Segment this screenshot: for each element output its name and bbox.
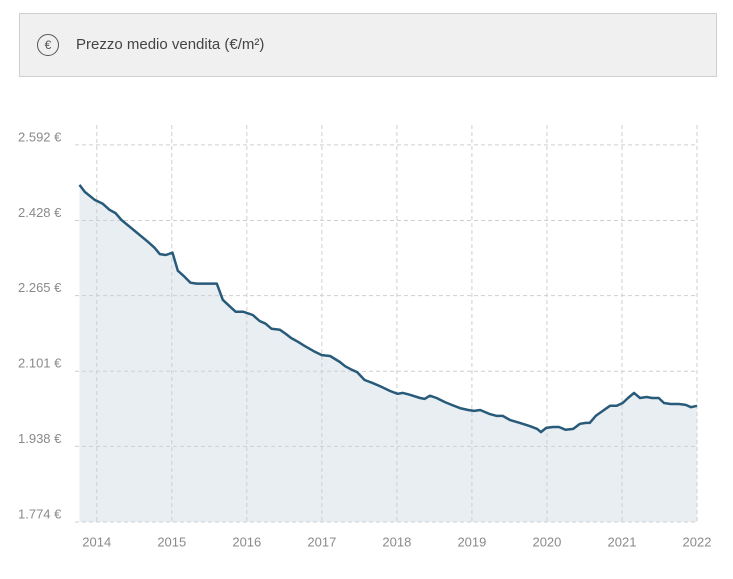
y-tick-label: 2.265 €	[18, 280, 62, 295]
y-tick-label: 1.938 €	[18, 431, 62, 446]
chart-title: Prezzo medio vendita (€/m²)	[76, 36, 265, 53]
y-tick-label: 2.101 €	[18, 356, 62, 371]
x-tick-label: 2019	[457, 534, 486, 549]
x-tick-label: 2021	[608, 534, 637, 549]
currency-icon: €	[37, 34, 59, 56]
header-panel: € Prezzo medio vendita (€/m²)	[19, 13, 717, 77]
x-tick-label: 2014	[82, 534, 111, 549]
x-tick-label: 2020	[532, 534, 561, 549]
price-line	[78, 184, 698, 434]
x-tick-label: 2018	[382, 534, 411, 549]
x-tick-label: 2016	[232, 534, 261, 549]
y-tick-label: 1.774 €	[18, 506, 62, 521]
x-tick-label: 2022	[683, 534, 712, 549]
area-fill	[79, 184, 697, 522]
y-tick-label: 2.592 €	[18, 129, 62, 144]
x-tick-label: 2015	[157, 534, 186, 549]
x-tick-label: 2017	[307, 534, 336, 549]
y-tick-label: 2.428 €	[18, 205, 62, 220]
